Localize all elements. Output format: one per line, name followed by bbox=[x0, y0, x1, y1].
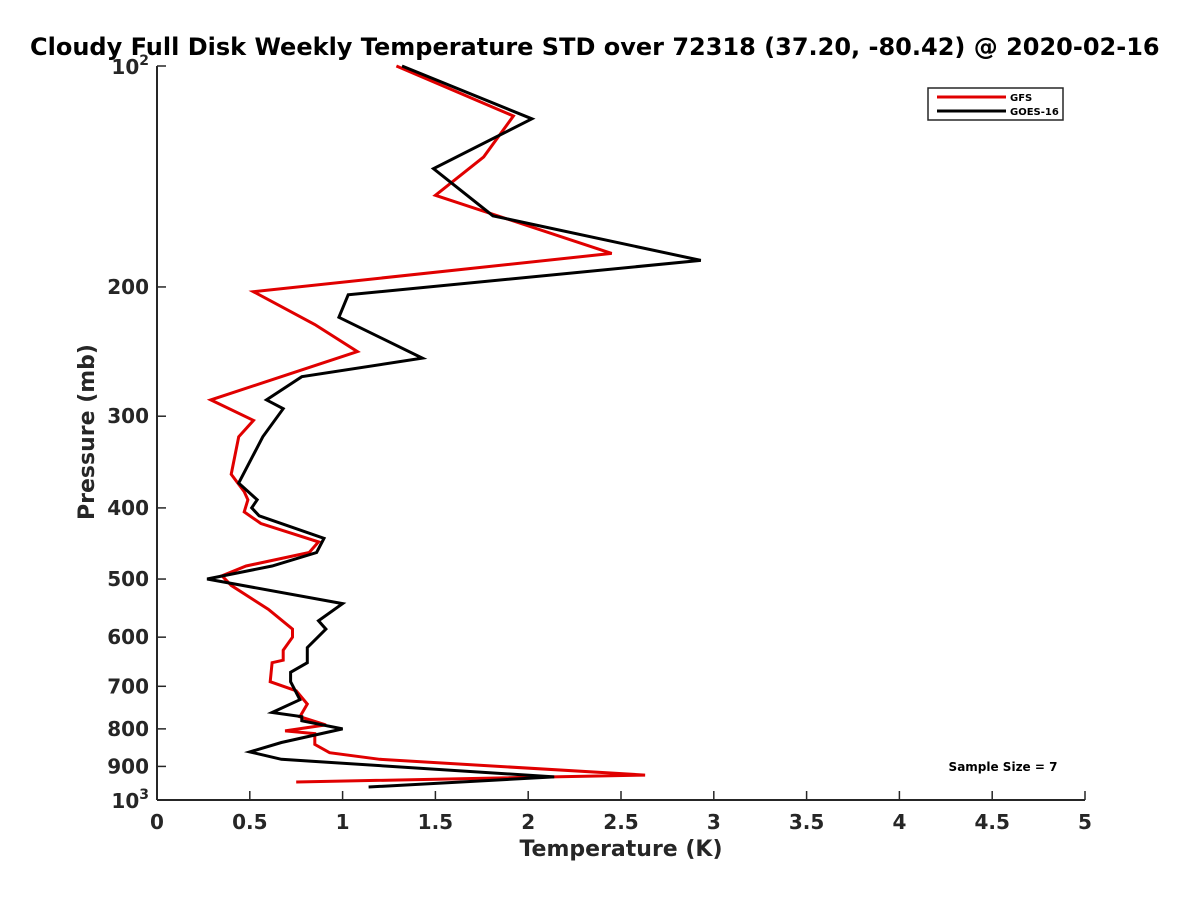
chart-title: Cloudy Full Disk Weekly Temperature STD … bbox=[30, 33, 1160, 61]
legend-label: GFS bbox=[1010, 93, 1032, 104]
x-tick-label: 5 bbox=[1078, 810, 1092, 834]
sample-size-annotation: Sample Size = 7 bbox=[949, 760, 1058, 774]
x-tick-label: 0.5 bbox=[232, 810, 267, 834]
x-tick-label: 1 bbox=[336, 810, 350, 834]
y-tick-label: 400 bbox=[107, 496, 149, 520]
x-tick-label: 2.5 bbox=[603, 810, 638, 834]
ticks-layer: 0 0.5 1 1.5 2 2.5 3 3.5 4 4.5 5 200 300 400 500 600 700 8… bbox=[107, 53, 1092, 834]
y-tick-label: 500 bbox=[107, 567, 149, 591]
y-tick-label: 200 bbox=[107, 275, 149, 299]
x-tick-label: 0 bbox=[150, 810, 164, 834]
y-tick-label: 900 bbox=[107, 754, 149, 778]
x-tick-label: 3 bbox=[707, 810, 721, 834]
y-limit-label: 103 bbox=[111, 787, 149, 813]
x-axis-label: Temperature (K) bbox=[519, 837, 722, 862]
x-tick-label: 2 bbox=[521, 810, 535, 834]
y-tick-label: 800 bbox=[107, 717, 149, 741]
y-limit-label: 102 bbox=[111, 53, 149, 79]
x-tick-label: 4.5 bbox=[974, 810, 1009, 834]
x-tick-label: 3.5 bbox=[789, 810, 824, 834]
series-layer bbox=[206, 64, 702, 789]
x-tick-label: 1.5 bbox=[418, 810, 453, 834]
series-line-goes-16 bbox=[206, 64, 702, 789]
x-tick-label: 4 bbox=[892, 810, 906, 834]
legend: GFS GOES-16 bbox=[927, 87, 1064, 121]
y-tick-label: 700 bbox=[107, 674, 149, 698]
legend-box bbox=[927, 87, 1064, 121]
legend-label: GOES-16 bbox=[1010, 107, 1059, 118]
y-tick-label: 300 bbox=[107, 404, 149, 428]
y-axis-label: Pressure (mb) bbox=[75, 344, 100, 520]
y-tick-label: 600 bbox=[107, 625, 149, 649]
series-line-gfs bbox=[206, 64, 646, 784]
